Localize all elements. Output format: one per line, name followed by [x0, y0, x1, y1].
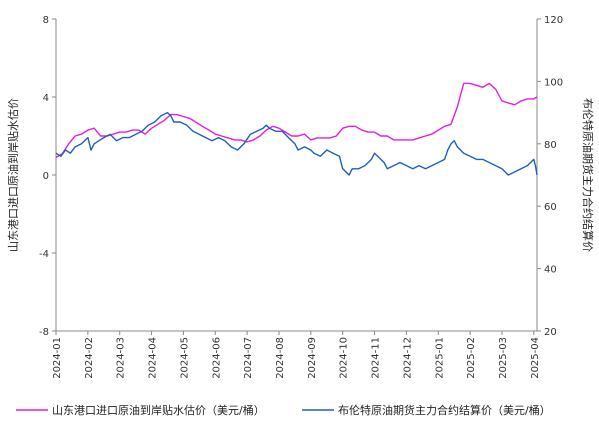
- y-right-tick-label: 100: [544, 77, 563, 88]
- left-tick-labels: 8 4 0 -4 -8: [39, 15, 56, 338]
- plot-frame: [55, 19, 538, 332]
- x-tick-label: 2024-12: [402, 337, 413, 379]
- y-right-tick-label: 80: [544, 140, 557, 151]
- x-tick-label: 2024-09: [307, 337, 318, 379]
- y-right-tick-label: 20: [544, 327, 557, 338]
- x-tick-label: 2024-07: [243, 337, 254, 379]
- y-right-axis-title: 布伦特原油期货主力合约结算价: [581, 98, 595, 252]
- x-tick-label: 2024-10: [339, 337, 350, 379]
- x-tick-labels: 2024-01 2024-02 2024-03 2024-04 2024-05 2024-…: [52, 331, 541, 379]
- series-line-0: [55, 82, 538, 159]
- x-tick-label: 2024-03: [116, 337, 127, 379]
- legend-label-blue: 布伦特原油期货主力合约结算价（美元/桶）: [338, 403, 551, 417]
- x-tick-label: 2024-01: [52, 337, 63, 379]
- x-tick-label: 2024-05: [179, 337, 190, 379]
- y-left-tick-label: 8: [43, 15, 49, 26]
- x-tick-label: 2024-02: [84, 337, 95, 379]
- x-tick-label: 2025-02: [466, 337, 477, 379]
- y-left-tick-label: -4: [39, 249, 49, 260]
- x-tick-label: 2025-03: [498, 337, 509, 379]
- x-tick-label: 2025-04: [530, 337, 541, 379]
- series-line-1: [55, 111, 538, 176]
- x-tick-label: 2024-08: [275, 337, 286, 379]
- y-right-tick-label: 60: [544, 202, 557, 213]
- legend-label-pink: 山东港口进口原油到岸贴水估价（美元/桶）: [52, 403, 265, 417]
- y-right-tick-label: 120: [544, 15, 563, 26]
- x-tick-label: 2024-06: [211, 337, 222, 379]
- series-layer: [55, 82, 538, 176]
- x-tick-label: 2024-11: [371, 337, 382, 379]
- y-left-tick-label: 0: [43, 171, 49, 182]
- x-tick-label: 2025-01: [434, 337, 445, 379]
- y-left-tick-label: -8: [39, 327, 49, 338]
- right-tick-labels: 120 100 80 60 40 20: [537, 15, 563, 338]
- y-left-tick-label: 4: [43, 93, 49, 104]
- x-tick-label: 2024-04: [148, 337, 159, 379]
- y-right-tick-label: 40: [544, 265, 557, 276]
- legend: 山东港口进口原油到岸贴水估价（美元/桶） 布伦特原油期货主力合约结算价（美元/桶…: [16, 403, 551, 417]
- y-left-axis-title: 山东港口进口原油到岸贴水估价: [6, 98, 20, 252]
